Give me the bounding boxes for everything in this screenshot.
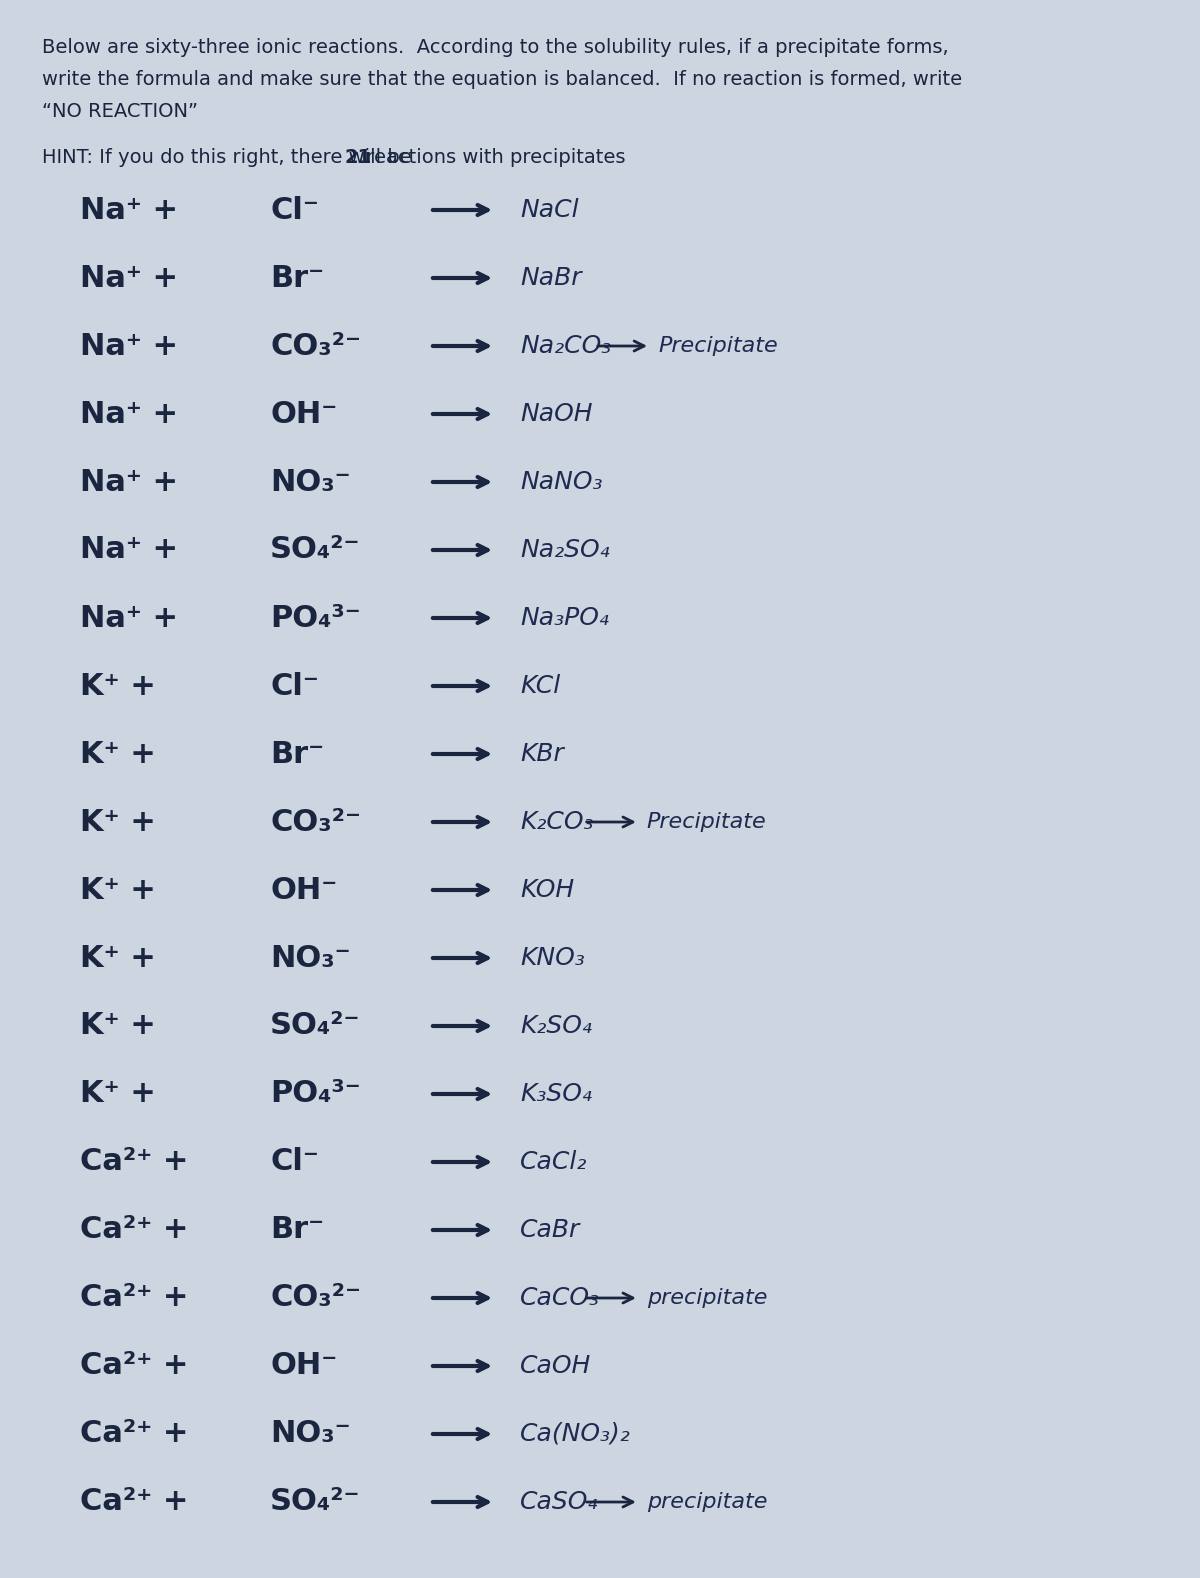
Text: Ca²⁺ +: Ca²⁺ + bbox=[80, 1488, 188, 1516]
Text: NaOH: NaOH bbox=[520, 402, 593, 426]
Text: Na⁺ +: Na⁺ + bbox=[80, 535, 178, 565]
Text: K₂SO₄: K₂SO₄ bbox=[520, 1015, 592, 1038]
Text: NaBr: NaBr bbox=[520, 267, 582, 290]
Text: Ca²⁺ +: Ca²⁺ + bbox=[80, 1420, 188, 1449]
Text: write the formula and make sure that the equation is balanced.  If no reaction i: write the formula and make sure that the… bbox=[42, 69, 962, 88]
Text: CaBr: CaBr bbox=[520, 1218, 581, 1242]
Text: CaOH: CaOH bbox=[520, 1354, 592, 1378]
Text: K⁺ +: K⁺ + bbox=[80, 1079, 156, 1108]
Text: NaCl: NaCl bbox=[520, 197, 578, 222]
Text: SO₄²⁻: SO₄²⁻ bbox=[270, 1488, 360, 1516]
Text: NO₃⁻: NO₃⁻ bbox=[270, 467, 350, 497]
Text: Br⁻: Br⁻ bbox=[270, 264, 324, 292]
Text: Ca²⁺ +: Ca²⁺ + bbox=[80, 1215, 188, 1245]
Text: KNO₃: KNO₃ bbox=[520, 945, 584, 970]
Text: K⁺ +: K⁺ + bbox=[80, 808, 156, 836]
Text: Br⁻: Br⁻ bbox=[270, 740, 324, 768]
Text: K⁺ +: K⁺ + bbox=[80, 876, 156, 904]
Text: SO₄²⁻: SO₄²⁻ bbox=[270, 535, 360, 565]
Text: Precipitate: Precipitate bbox=[658, 336, 778, 357]
Text: reactions with precipitates: reactions with precipitates bbox=[360, 148, 625, 167]
Text: Br⁻: Br⁻ bbox=[270, 1215, 324, 1245]
Text: Na⁺ +: Na⁺ + bbox=[80, 467, 178, 497]
Text: KCl: KCl bbox=[520, 674, 560, 697]
Text: Ca²⁺ +: Ca²⁺ + bbox=[80, 1351, 188, 1381]
Text: KBr: KBr bbox=[520, 742, 564, 765]
Text: K⁺ +: K⁺ + bbox=[80, 672, 156, 701]
Text: NO₃⁻: NO₃⁻ bbox=[270, 944, 350, 972]
Text: CaSO₄: CaSO₄ bbox=[520, 1490, 599, 1513]
Text: Precipitate: Precipitate bbox=[647, 813, 767, 832]
Text: NaNO₃: NaNO₃ bbox=[520, 470, 602, 494]
Text: SO₄²⁻: SO₄²⁻ bbox=[270, 1011, 360, 1040]
Text: Na⁺ +: Na⁺ + bbox=[80, 603, 178, 633]
Text: Na⁺ +: Na⁺ + bbox=[80, 331, 178, 360]
Text: OH⁻: OH⁻ bbox=[270, 399, 337, 429]
Text: Na₃PO₄: Na₃PO₄ bbox=[520, 606, 608, 630]
Text: HINT: If you do this right, there will be: HINT: If you do this right, there will b… bbox=[42, 148, 418, 167]
Text: Cl⁻: Cl⁻ bbox=[270, 1147, 319, 1177]
Text: Ca(NO₃)₂: Ca(NO₃)₂ bbox=[520, 1422, 631, 1445]
Text: Ca²⁺ +: Ca²⁺ + bbox=[80, 1283, 188, 1313]
Text: Ca²⁺ +: Ca²⁺ + bbox=[80, 1147, 188, 1177]
Text: CaCO₃: CaCO₃ bbox=[520, 1286, 600, 1310]
Text: 21: 21 bbox=[344, 148, 372, 167]
Text: NO₃⁻: NO₃⁻ bbox=[270, 1420, 350, 1449]
Text: Na⁺ +: Na⁺ + bbox=[80, 399, 178, 429]
Text: PO₄³⁻: PO₄³⁻ bbox=[270, 1079, 361, 1108]
Text: CO₃²⁻: CO₃²⁻ bbox=[270, 808, 361, 836]
Text: PO₄³⁻: PO₄³⁻ bbox=[270, 603, 361, 633]
Text: OH⁻: OH⁻ bbox=[270, 1351, 337, 1381]
Text: Na₂CO₃: Na₂CO₃ bbox=[520, 335, 611, 358]
Text: Na⁺ +: Na⁺ + bbox=[80, 196, 178, 224]
Text: CO₃²⁻: CO₃²⁻ bbox=[270, 1283, 361, 1313]
Text: CO₃²⁻: CO₃²⁻ bbox=[270, 331, 361, 360]
Text: Cl⁻: Cl⁻ bbox=[270, 672, 319, 701]
Text: K⁺ +: K⁺ + bbox=[80, 944, 156, 972]
Text: “NO REACTION”: “NO REACTION” bbox=[42, 103, 198, 122]
Text: KOH: KOH bbox=[520, 877, 574, 903]
Text: Cl⁻: Cl⁻ bbox=[270, 196, 319, 224]
Text: K₃SO₄: K₃SO₄ bbox=[520, 1083, 592, 1106]
Text: K₂CO₃: K₂CO₃ bbox=[520, 810, 594, 835]
Text: Na⁺ +: Na⁺ + bbox=[80, 264, 178, 292]
Text: K⁺ +: K⁺ + bbox=[80, 740, 156, 768]
Text: Na₂SO₄: Na₂SO₄ bbox=[520, 538, 610, 562]
Text: Below are sixty-three ionic reactions.  According to the solubility rules, if a : Below are sixty-three ionic reactions. A… bbox=[42, 38, 949, 57]
Text: OH⁻: OH⁻ bbox=[270, 876, 337, 904]
Text: precipitate: precipitate bbox=[647, 1493, 767, 1512]
Text: precipitate: precipitate bbox=[647, 1288, 767, 1308]
Text: CaCl₂: CaCl₂ bbox=[520, 1150, 587, 1174]
Text: K⁺ +: K⁺ + bbox=[80, 1011, 156, 1040]
